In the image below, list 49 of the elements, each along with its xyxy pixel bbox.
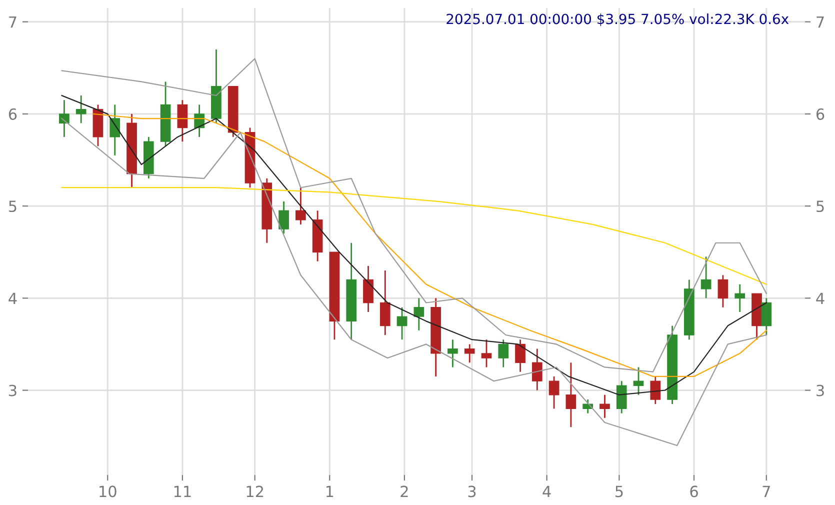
candlestick: [380, 270, 390, 336]
y-tick-label: 3: [9, 384, 16, 396]
x-tick-label: 2: [400, 486, 408, 498]
y-tick-label: 7: [9, 16, 16, 28]
x-tick-label: 4: [542, 486, 551, 498]
y2-tick-label: 7: [816, 16, 824, 28]
x-tick-label: 3: [468, 486, 476, 498]
candlestick: [734, 284, 746, 313]
candlestick: [650, 376, 661, 405]
candlestick: [396, 306, 408, 340]
x-tick-label: 6: [690, 486, 698, 498]
y-tick-label: 5: [9, 200, 16, 212]
candlestick: [363, 265, 374, 313]
candlestick: [700, 256, 712, 299]
candlestick: [448, 338, 458, 368]
candlestick: [761, 297, 772, 336]
line-series: [61, 187, 767, 285]
candlestick: [76, 94, 86, 124]
candlestick: [600, 394, 610, 419]
y-tick-label: 6: [8, 108, 17, 120]
x-tick-label: 12: [246, 486, 264, 498]
chart-title: 2025.07.01 00:00:00 $3.95 7.05% vol:22.3K 0.6x: [446, 13, 789, 26]
candlestick: [296, 186, 306, 226]
y2-tick-label: 5: [816, 200, 824, 212]
candlestick: [633, 366, 644, 396]
y2-tick-label: 6: [816, 108, 824, 120]
x-tick-label: 1: [326, 486, 334, 498]
candlestick: [515, 338, 526, 373]
candlestick: [498, 338, 509, 368]
line-series: [61, 58, 767, 372]
x-tick-label: 10: [100, 486, 116, 498]
candlestick: [718, 274, 728, 308]
y2-tick-label: 3: [816, 384, 824, 396]
candlestick: [110, 104, 120, 156]
x-tick-label: 5: [616, 486, 623, 498]
candlestick: [464, 344, 475, 364]
candlestick: [616, 380, 627, 414]
candlestick: [278, 200, 289, 234]
candlestick: [414, 297, 424, 332]
candlestick: [532, 348, 542, 391]
y2-tick-label: 4: [816, 292, 824, 304]
candlestick: [177, 99, 188, 142]
x-tick-label: 11: [174, 486, 191, 498]
candlestick: [59, 99, 70, 138]
candlestick: [566, 362, 576, 428]
y-tick-label: 4: [8, 292, 17, 304]
candlestick: [548, 376, 560, 410]
candlestick: [481, 338, 492, 368]
x-tick-label: 7: [762, 486, 770, 498]
